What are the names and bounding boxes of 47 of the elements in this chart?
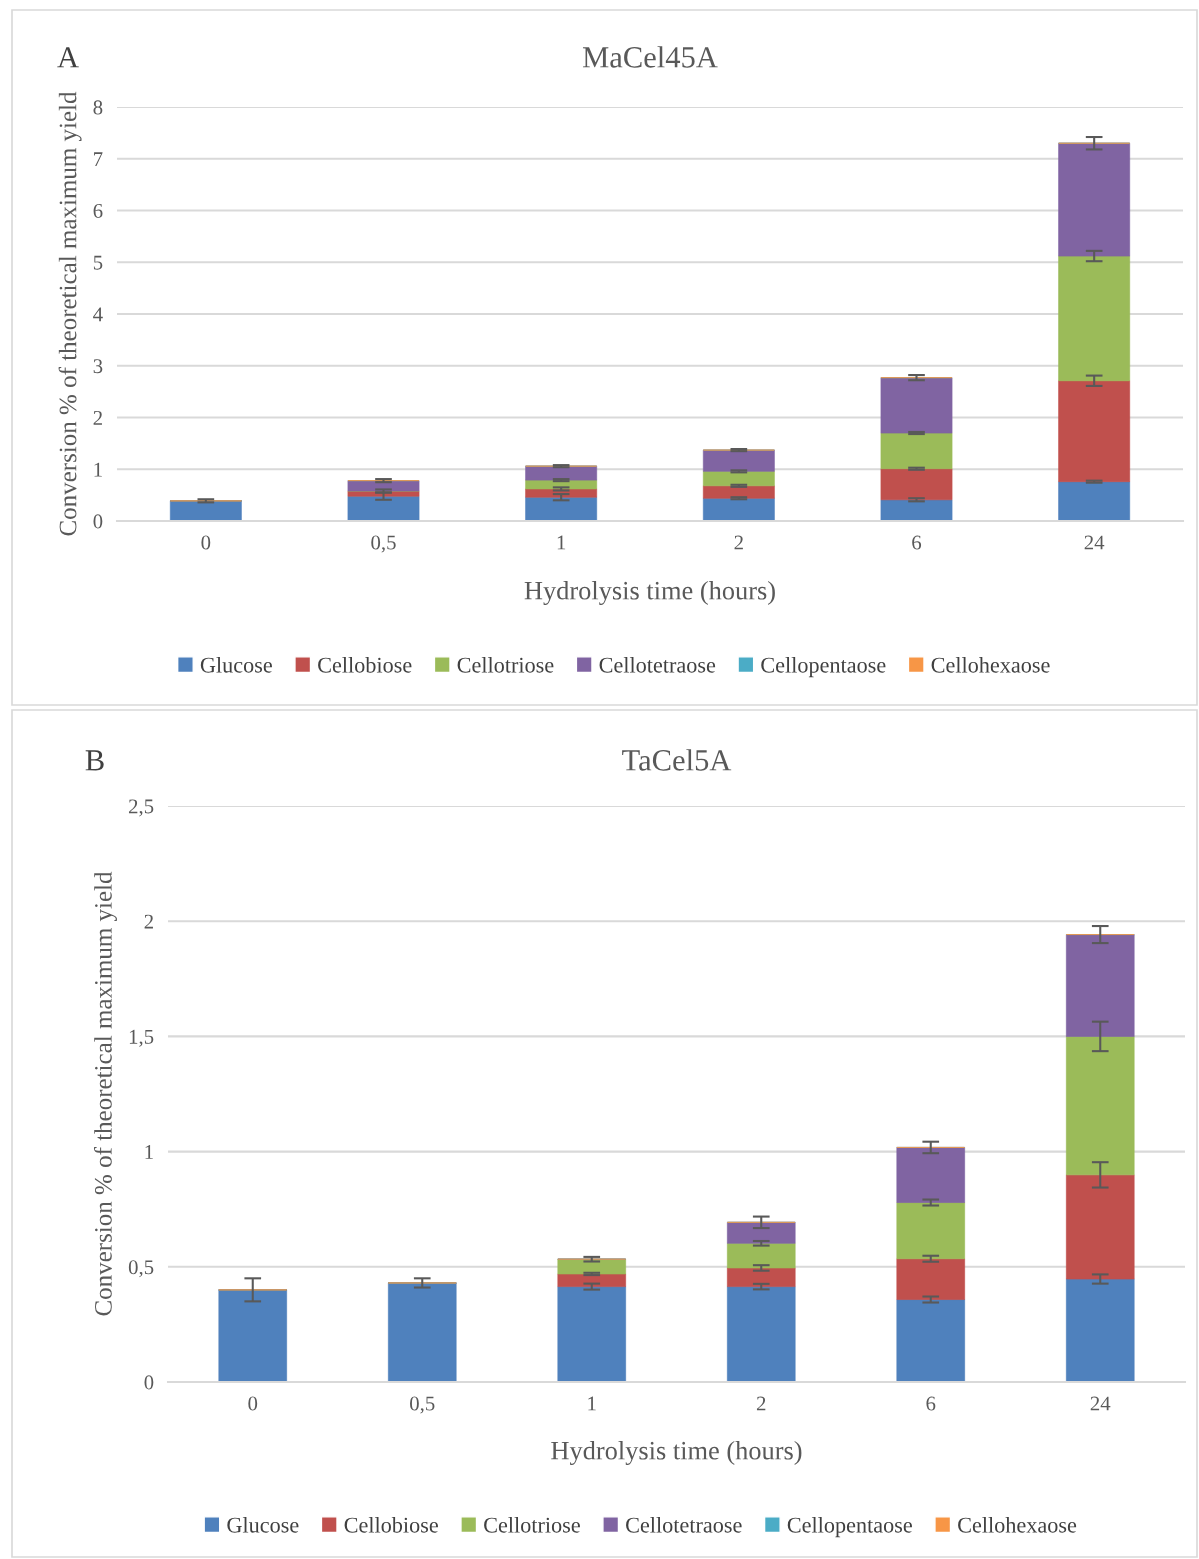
y-tick-label: 0 bbox=[144, 1375, 154, 1390]
x-axis-title: Hydrolysis time (hours) bbox=[524, 581, 775, 605]
chart-title: MaCel45A bbox=[582, 46, 718, 68]
x-tick-label: 6 bbox=[926, 1396, 936, 1411]
x-tick-label: 1 bbox=[557, 535, 566, 550]
y-tick-label: 1 bbox=[145, 1145, 153, 1159]
legend-label: Glucose bbox=[227, 1516, 299, 1533]
y-tick-label: 2,5 bbox=[128, 799, 154, 817]
legend-label: Cellopentaose bbox=[787, 1516, 912, 1538]
y-tick-label: 3 bbox=[93, 359, 103, 374]
x-tick-label: 0 bbox=[248, 1396, 258, 1411]
y-tick-label: 1 bbox=[94, 462, 102, 477]
y-axis-title: Conversion % of theoretical maximum yield bbox=[93, 871, 117, 1316]
y-tick-label: 7 bbox=[94, 152, 103, 166]
y-tick-label: 0,5 bbox=[128, 1260, 154, 1278]
x-tick-label: 1 bbox=[588, 1396, 596, 1411]
x-tick-label: 24 bbox=[1090, 1396, 1111, 1411]
legend-label: Cellopentaose bbox=[761, 656, 886, 678]
legend-label: Cellotetraose bbox=[599, 656, 716, 673]
legend-label: Glucose bbox=[200, 656, 272, 673]
legend-label: Cellotriose bbox=[457, 656, 554, 673]
x-tick-label: 2 bbox=[734, 535, 743, 550]
y-tick-label: 6 bbox=[93, 203, 103, 218]
legend-label: Cellohexaose bbox=[958, 1516, 1077, 1533]
legend-label: Cellotetraose bbox=[626, 1516, 742, 1533]
y-tick-label: 1,5 bbox=[129, 1029, 154, 1047]
x-tick-label: 24 bbox=[1084, 535, 1105, 550]
y-axis-title: Conversion % of theoretical maximum yield bbox=[58, 91, 82, 536]
legend-label: Cellotriose bbox=[484, 1516, 580, 1533]
x-tick-label: 0,5 bbox=[371, 535, 396, 553]
x-tick-label: 0 bbox=[201, 535, 211, 550]
text: A bbox=[57, 47, 79, 68]
y-tick-label: 2 bbox=[144, 914, 153, 929]
x-tick-label: 2 bbox=[756, 1396, 766, 1411]
x-axis-title: Hydrolysis time (hours) bbox=[551, 1441, 802, 1465]
legend-label: Cellohexaose bbox=[931, 656, 1050, 673]
legend-label: Cellobiose bbox=[344, 1516, 438, 1533]
x-tick-label: 0,5 bbox=[410, 1396, 435, 1414]
y-tick-label: 2 bbox=[93, 410, 102, 425]
chart-title: TaCel5A bbox=[622, 749, 732, 771]
y-tick-label: 5 bbox=[93, 255, 103, 270]
y-tick-label: 0 bbox=[93, 514, 103, 529]
text: B bbox=[85, 750, 104, 771]
y-tick-label: 8 bbox=[93, 100, 103, 115]
x-tick-label: 6 bbox=[912, 535, 922, 550]
legend-label: Cellobiose bbox=[318, 656, 412, 673]
y-tick-label: 4 bbox=[93, 307, 103, 322]
